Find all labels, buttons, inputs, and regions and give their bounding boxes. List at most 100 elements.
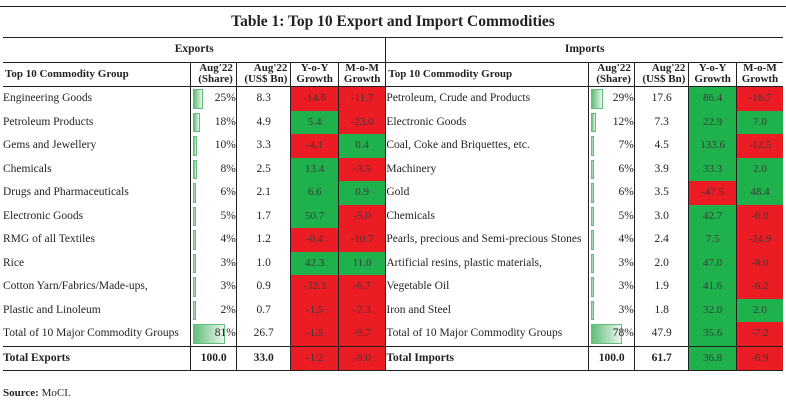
source-label: Source: xyxy=(3,387,39,399)
exports-commodity-name: Cotton Yarn/Fabrics/Made-ups, xyxy=(3,280,148,292)
header-line: M-o-M xyxy=(345,62,379,75)
imports-total-name: Total Imports xyxy=(385,345,589,371)
share-data-bar xyxy=(193,253,197,273)
exports-yoy-growth: -4.1 xyxy=(290,134,339,158)
header-line: Growth xyxy=(343,73,381,86)
table-row: Chemicals 8% 2.5 13.4 -3.5 Machinery 6% 3.9 33.3… xyxy=(3,157,783,181)
share-data-bar xyxy=(193,89,204,109)
share-data-bar xyxy=(591,183,595,203)
header-line: Growth xyxy=(694,73,731,86)
exports-commodity-name: Electronic Goods xyxy=(3,209,84,222)
imports-yoy-growth: 41.6 xyxy=(688,275,737,299)
imports-yoy-growth: 35.6 xyxy=(688,322,737,346)
imports-share-cell: 29% xyxy=(588,86,635,111)
header-line: (US$ Bn) xyxy=(244,73,288,86)
exports-mom-growth: -6.7 xyxy=(337,275,386,299)
imports-share-value: 29% xyxy=(612,92,634,104)
imports-yoy-growth: 7.5 xyxy=(688,228,737,252)
share-data-bar xyxy=(193,183,197,203)
exports-commodity-name: Drugs and Pharmaceuticals xyxy=(3,186,129,198)
imports-share-value: 4% xyxy=(618,233,634,245)
imports-total-yoy: 36.8 xyxy=(688,345,737,371)
exports-total-mom: -9.0 xyxy=(337,345,386,371)
table-row: Drugs and Pharmaceuticals 6% 2.1 6.6 0.9 Gold… xyxy=(3,181,783,205)
imports-share-value: 12% xyxy=(612,115,634,128)
exports-total-share: 100.0 xyxy=(190,345,237,371)
exports-mom-growth: -7.3 xyxy=(337,298,386,322)
imports-commodity-name: Chemicals xyxy=(385,204,589,228)
header-line: Y-o-Y xyxy=(698,62,727,75)
imports-share-cell: 5% xyxy=(588,204,635,228)
table-row: RMG of all Textiles 4% 1.2 -0.4 -10.7 Pearls,… xyxy=(3,228,783,252)
table-row: Petroleum Products 18% 4.9 5.4 -23.0 Electron… xyxy=(3,110,783,134)
imports-value-usd-bn: 4.5 xyxy=(633,134,689,158)
table-row: Rice 3% 1.0 42.3 11.0 Artificial resins, plas… xyxy=(3,251,783,275)
table-row: Cotton Yarn/Fabrics/Made-ups, 3% 0.9 -32.3-… xyxy=(3,275,783,299)
imports-value-usd-bn: 17.6 xyxy=(633,86,689,111)
exports-share-cell: 2% xyxy=(190,298,237,322)
imports-mom-growth: 2.0 xyxy=(735,298,783,322)
exports-header-value: Aug'22 (US$ Bn) xyxy=(235,62,291,87)
exports-share-cell: 5% xyxy=(190,204,237,228)
imports-share-value: 3% xyxy=(618,256,634,269)
share-data-bar xyxy=(193,112,201,132)
imports-yoy-growth: 42.7 xyxy=(688,204,737,228)
imports-share-value: 3% xyxy=(618,303,634,316)
imports-share-cell: 6% xyxy=(588,181,635,205)
total-row: Total Exports 100.0 33.0 -1.2 -9.0 Total… xyxy=(3,345,783,371)
exports-commodity-name: Gems and Jewellery xyxy=(3,139,97,151)
imports-mom-growth: -24.9 xyxy=(735,228,783,252)
exports-total-value: 33.0 xyxy=(235,345,291,371)
imports-value-usd-bn: 3.5 xyxy=(633,181,689,205)
exports-share-value: 6% xyxy=(220,186,236,198)
imports-yoy-growth: 133.6 xyxy=(688,134,737,158)
header-line: Y-o-Y xyxy=(300,62,329,75)
exports-yoy-growth: -14.6 xyxy=(290,86,339,111)
imports-commodity-name: Artificial resins, plastic materials, xyxy=(385,251,589,275)
exports-commodity-name: Plastic and Linoleum xyxy=(3,303,101,316)
header-line: M-o-M xyxy=(743,62,777,75)
share-data-bar xyxy=(193,300,197,320)
exports-share-value: 25% xyxy=(214,92,236,104)
imports-mom-growth: -12.5 xyxy=(735,134,783,158)
exports-share-cell: 10% xyxy=(190,134,237,158)
imports-total-mom: -6.9 xyxy=(735,345,783,371)
exports-value-usd-bn: 1.2 xyxy=(235,228,291,252)
commodities-table: Exports Imports Top 10 Commodity Group A… xyxy=(3,38,783,371)
imports-commodity-name: Coal, Coke and Briquettes, etc. xyxy=(385,134,589,158)
header-line: (Share) xyxy=(198,73,233,86)
source-note: Source: MoCI. xyxy=(3,387,71,399)
imports-commodity-name: Pearls, precious and Semi-precious Stone… xyxy=(385,228,589,252)
exports-share-value: 5% xyxy=(220,209,236,222)
exports-share-cell: 3% xyxy=(190,275,237,299)
imports-header-yoy: Y-o-Y Growth xyxy=(688,62,737,87)
exports-share-value: 2% xyxy=(220,303,236,316)
imports-share-cell: 7% xyxy=(588,134,635,158)
imports-value-usd-bn: 3.0 xyxy=(633,204,689,228)
share-data-bar xyxy=(591,136,595,156)
exports-mom-growth: 0.9 xyxy=(337,181,386,205)
imports-mom-growth: 2.0 xyxy=(735,157,783,181)
title-rule xyxy=(3,37,783,38)
imports-share-value: 3% xyxy=(618,280,634,292)
exports-share-cell: 18% xyxy=(190,110,237,134)
imports-header-value: Aug'22 (US$ Bn) xyxy=(633,62,689,87)
imports-share-cell: 78% xyxy=(588,322,635,346)
imports-yoy-growth: 32.0 xyxy=(688,298,737,322)
imports-share-cell: 3% xyxy=(588,251,635,275)
exports-share-cell: 4% xyxy=(190,228,237,252)
table-row: Plastic and Linoleum 2% 0.7 -1.5 -7.3 Iron an… xyxy=(3,298,783,322)
imports-commodity-name: Gold xyxy=(385,181,589,205)
exports-yoy-growth: 5.4 xyxy=(290,110,339,134)
imports-share-cell: 4% xyxy=(588,228,635,252)
imports-share-value: 78% xyxy=(612,327,634,339)
share-data-bar xyxy=(591,277,595,297)
table-row: Electronic Goods 5% 1.7 50.7 -5.0 Chemicals 5%… xyxy=(3,204,783,228)
exports-total-name: Total Exports xyxy=(3,345,191,371)
imports-commodity-name: Machinery xyxy=(385,157,589,181)
exports-section-label: Exports xyxy=(3,38,386,63)
exports-value-usd-bn: 4.9 xyxy=(235,110,291,134)
exports-value-usd-bn: 2.5 xyxy=(235,157,291,181)
exports-mom-growth: -10.7 xyxy=(337,228,386,252)
exports-header-share: Aug'22 (Share) xyxy=(190,62,237,87)
